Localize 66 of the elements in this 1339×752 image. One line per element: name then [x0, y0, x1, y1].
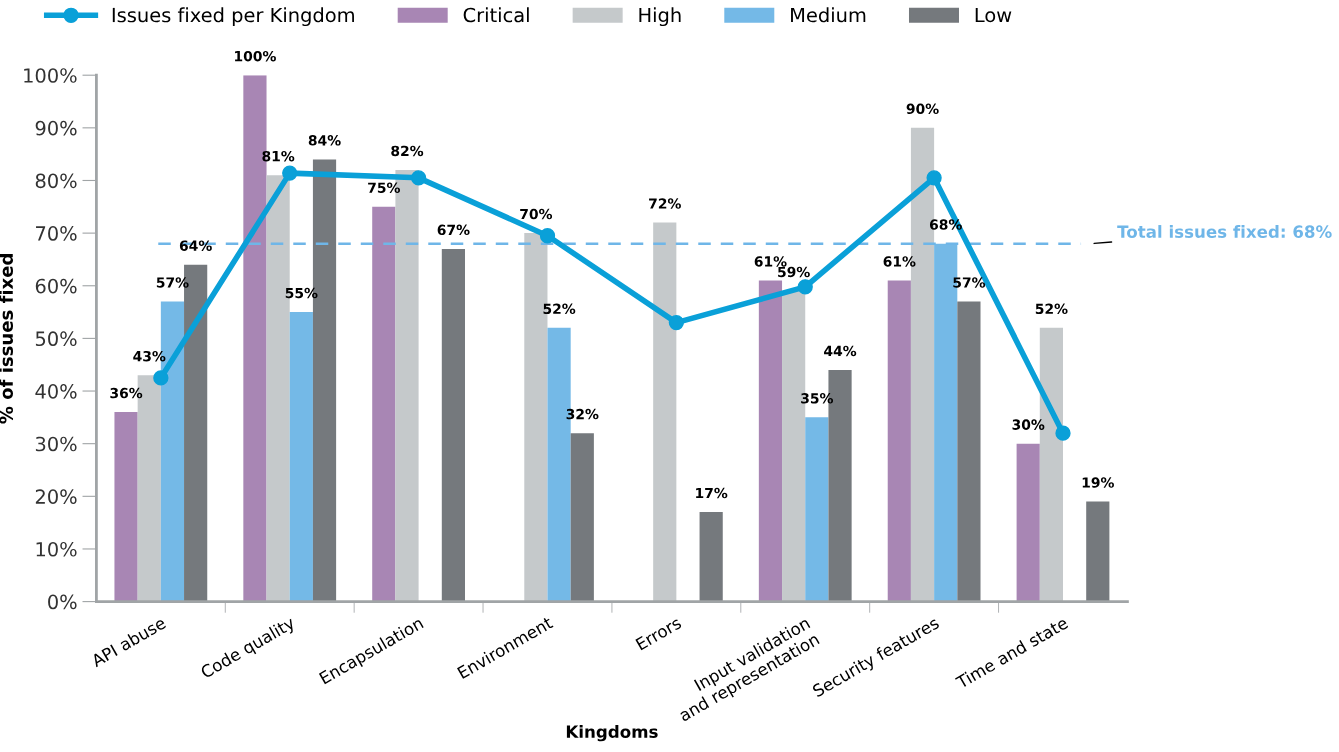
legend-label: Critical	[463, 7, 529, 23]
bar	[805, 417, 829, 602]
point	[926, 170, 942, 186]
y-tick-label: 20%	[35, 489, 77, 504]
data-label: 61%	[754, 256, 787, 267]
legend-label: Issues fixed per Kingdom	[112, 7, 354, 27]
data-label: 75%	[368, 182, 400, 193]
y-tick-label: 30%	[35, 436, 77, 452]
data-label: 55%	[285, 287, 318, 299]
data-label: 44%	[824, 345, 857, 357]
y-tick-label: 40%	[35, 384, 77, 399]
legend-label: High	[639, 7, 681, 27]
data-label: 52%	[543, 303, 576, 315]
data-label: 19%	[1082, 477, 1114, 488]
data-label: 32%	[566, 408, 599, 420]
bar	[887, 280, 911, 602]
y-axis-title: % of issues fixed	[0, 254, 14, 424]
y-tick-label: 10%	[36, 541, 77, 557]
data-label: 90%	[906, 103, 939, 115]
y-tick-label: 50%	[35, 331, 77, 347]
data-label: 43%	[133, 350, 166, 362]
data-label: 82%	[391, 145, 424, 157]
bar	[699, 512, 723, 602]
data-label: 35%	[801, 393, 834, 404]
data-label: 100%	[235, 50, 276, 62]
legend-label: Medium	[791, 7, 866, 23]
data-label: 57%	[156, 277, 189, 288]
point	[1055, 425, 1071, 441]
point	[282, 165, 298, 181]
y-tick-label: 60%	[35, 278, 77, 294]
point	[668, 314, 685, 331]
bar	[653, 222, 677, 602]
data-label: 52%	[1035, 303, 1068, 315]
bar	[1086, 501, 1110, 602]
y-tick-label: 0%	[48, 594, 77, 610]
x-tick-label: Time and state	[954, 615, 1069, 690]
y-tick-label: 80%	[35, 173, 77, 189]
bar	[758, 280, 783, 602]
y-tick-label: 100%	[24, 68, 77, 83]
data-label: 72%	[649, 198, 681, 209]
point	[410, 170, 427, 186]
bar	[570, 433, 594, 602]
legend-label: Low	[975, 7, 1012, 23]
bar	[1016, 443, 1040, 602]
point	[539, 228, 556, 244]
data-label: 81%	[262, 150, 295, 162]
data-label: 30%	[1012, 419, 1045, 430]
data-label: 67%	[437, 224, 470, 236]
data-label: 57%	[953, 277, 986, 288]
data-label: 17%	[696, 487, 728, 499]
bar	[441, 248, 465, 602]
bar	[289, 312, 313, 602]
data-label: 84%	[308, 135, 341, 146]
data-label: 61%	[883, 256, 916, 267]
y-tick-label: 70%	[36, 226, 77, 241]
bar	[372, 206, 396, 602]
x-axis-title: Kingdoms	[566, 725, 658, 742]
point	[797, 279, 813, 295]
bar	[957, 301, 981, 602]
bar	[114, 412, 138, 602]
data-label: 36%	[110, 387, 143, 399]
data-label: 59%	[778, 266, 810, 278]
point	[153, 370, 169, 386]
data-label: 70%	[520, 208, 553, 220]
ref-line-label: Total issues fixed: 68%	[1117, 225, 1332, 238]
y-tick-label: 90%	[35, 120, 77, 136]
